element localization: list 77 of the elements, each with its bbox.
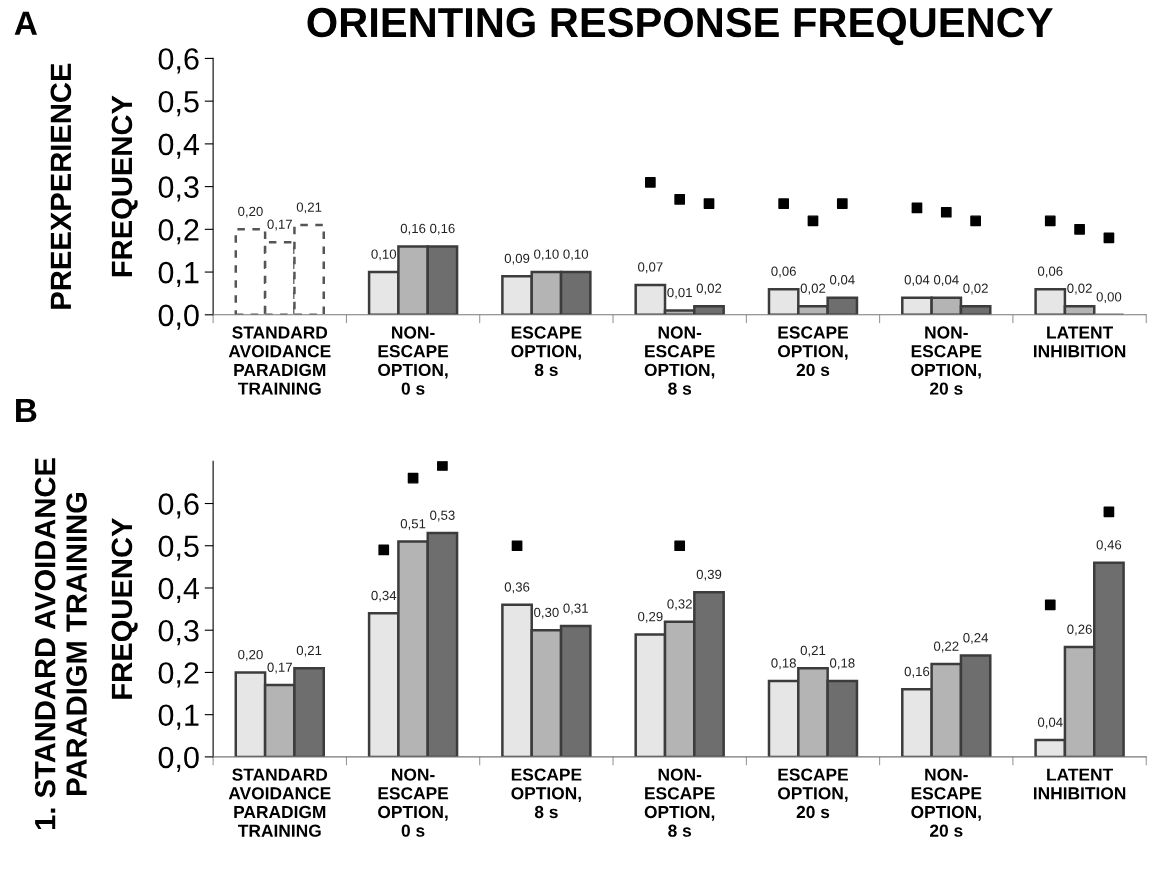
data-label: 0,16 xyxy=(430,223,455,235)
x-tick-label: LATENT INHIBITION xyxy=(1033,326,1126,358)
y-tick-label: 0,0 xyxy=(158,746,199,772)
data-label: 0,07 xyxy=(638,262,663,274)
data-label: 0,04 xyxy=(904,275,930,286)
y-axis-title: FREQUENCY xyxy=(111,518,138,699)
data-label: 0,02 xyxy=(963,283,988,295)
data-label: 0,17 xyxy=(267,219,292,231)
data-label: 0,53 xyxy=(430,510,455,522)
x-tick-label: NON- ESCAPE OPTION, 8 s xyxy=(644,326,715,395)
x-tick-label: ESCAPE OPTION, 8 s xyxy=(511,326,582,377)
data-label: 0,01 xyxy=(667,287,692,299)
data-label: 0,21 xyxy=(296,645,322,657)
y-axis-title: FREQUENCY xyxy=(111,95,138,277)
x-tick-label: NON- ESCAPE OPTION, 0 s xyxy=(378,768,449,837)
y-tick-label: 0,6 xyxy=(158,493,199,519)
data-label: 0,31 xyxy=(563,603,588,615)
data-label: 0,24 xyxy=(963,633,989,644)
y-tick-label: 0,3 xyxy=(158,176,199,202)
data-label: 0,32 xyxy=(667,599,692,611)
data-label: 0,18 xyxy=(829,658,855,670)
data-label: 0,02 xyxy=(800,283,826,295)
x-tick-label: ESCAPE OPTION, 8 s xyxy=(511,768,582,819)
data-label: 0,04 xyxy=(829,275,855,286)
y-tick-label: 0,2 xyxy=(158,662,199,688)
x-tick-label: STANDARD AVOIDANCE PARADIGM TRAINING xyxy=(228,326,331,395)
x-tick-label: ESCAPE OPTION, 20 s xyxy=(778,326,848,377)
y-tick-label: 0,1 xyxy=(158,261,199,288)
data-label: 0,51 xyxy=(400,519,426,530)
data-label: 0,36 xyxy=(504,582,530,594)
data-label: 0,29 xyxy=(638,611,663,623)
data-label: 0,09 xyxy=(504,253,530,265)
y-tick-label: 0,4 xyxy=(158,133,200,159)
data-label: 0,10 xyxy=(371,249,397,261)
data-label: 0,22 xyxy=(933,641,959,653)
y-tick-label: 0,5 xyxy=(158,535,199,561)
data-label: 0,46 xyxy=(1096,540,1122,552)
y-tick-label: 0,3 xyxy=(158,619,199,646)
data-label: 0,06 xyxy=(1037,266,1063,278)
data-label: 0,18 xyxy=(771,658,796,670)
data-label: 0,16 xyxy=(400,223,426,235)
data-label: 0,20 xyxy=(238,649,263,661)
y-tick-label: 0,5 xyxy=(158,90,199,117)
data-label: 0,06 xyxy=(771,266,796,278)
y-tick-label: 0,6 xyxy=(158,48,199,74)
data-label: 0,26 xyxy=(1067,624,1092,636)
x-tick-label: NON- ESCAPE OPTION, 0 s xyxy=(378,326,449,395)
x-tick-label: LATENT INHIBITION xyxy=(1033,768,1126,800)
data-label: 0,21 xyxy=(296,202,322,214)
y-tick-label: 0,1 xyxy=(158,704,199,730)
x-tick-label: ESCAPE OPTION, 20 s xyxy=(778,768,848,819)
x-tick-label: NON- ESCAPE OPTION, 20 s xyxy=(911,326,982,395)
text: PREEXPERIENCE xyxy=(50,63,72,309)
data-label: 0,10 xyxy=(534,249,559,261)
y-tick-label: 0,0 xyxy=(158,304,199,330)
x-tick-label: NON- ESCAPE OPTION, 20 s xyxy=(911,768,982,837)
data-label: 0,10 xyxy=(563,249,589,261)
text: B xyxy=(16,399,37,422)
data-label: 0,02 xyxy=(1067,283,1092,295)
data-label: 0,02 xyxy=(696,283,722,295)
data-label: 0,21 xyxy=(800,645,826,657)
text: A xyxy=(14,11,38,35)
x-tick-label: NON- ESCAPE OPTION, 8 s xyxy=(644,768,715,837)
data-label: 0,16 xyxy=(904,666,930,678)
data-label: 0,04 xyxy=(1037,717,1063,729)
data-label: 0,30 xyxy=(534,607,559,619)
y-tick-label: 0,4 xyxy=(158,577,200,603)
data-label: 0,39 xyxy=(696,569,722,581)
data-label: 0,00 xyxy=(1096,292,1122,304)
data-label: 0,17 xyxy=(267,662,292,674)
data-label: 0,04 xyxy=(933,275,959,286)
chart-title: ORIENTING RESPONSE FREQUENCY xyxy=(307,7,1053,46)
x-tick-label: STANDARD AVOIDANCE PARADIGM TRAINING xyxy=(228,768,331,837)
text: 1. STANDARD AVOIDANCE PARADIGM TRAINING xyxy=(34,458,87,830)
data-label: 0,20 xyxy=(238,206,263,218)
data-label: 0,34 xyxy=(371,590,397,602)
y-tick-label: 0,2 xyxy=(158,219,199,245)
